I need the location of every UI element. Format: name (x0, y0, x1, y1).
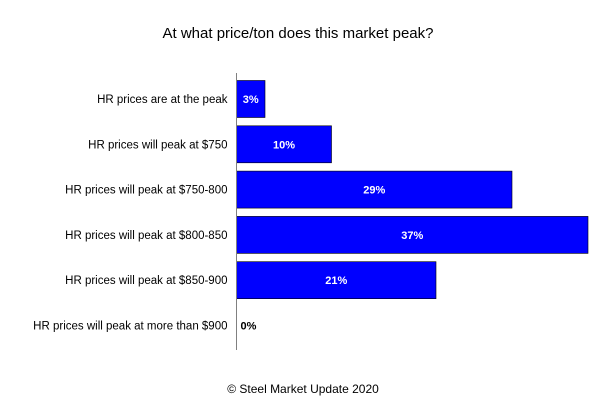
category-label: HR prices will peak at more than $900 (33, 321, 227, 333)
bar (236, 125, 332, 164)
bars-layer: HR prices are at the peak 3% HR prices wil… (33, 80, 589, 333)
category-label: HR prices are at the peak (97, 94, 228, 106)
bar (236, 80, 266, 118)
data-label: 10% (273, 139, 295, 151)
bar (236, 170, 513, 209)
category-label: HR prices will peak at $750 (88, 139, 227, 151)
chart-title: At what price/ton does this market peak? (163, 25, 434, 42)
category-label: HR prices will peak at $800-850 (65, 230, 227, 242)
bar (236, 216, 589, 254)
category-label: HR prices will peak at $750-800 (65, 185, 227, 197)
data-label: 3% (243, 94, 259, 106)
copyright-footer: © Steel Market Update 2020 (227, 382, 379, 396)
data-label: 0% (241, 321, 257, 333)
category-label: HR prices will peak at $850-900 (65, 275, 227, 287)
data-label: 21% (325, 275, 347, 287)
bar (236, 261, 437, 300)
data-label: 29% (363, 185, 385, 197)
data-label: 37% (401, 230, 423, 242)
